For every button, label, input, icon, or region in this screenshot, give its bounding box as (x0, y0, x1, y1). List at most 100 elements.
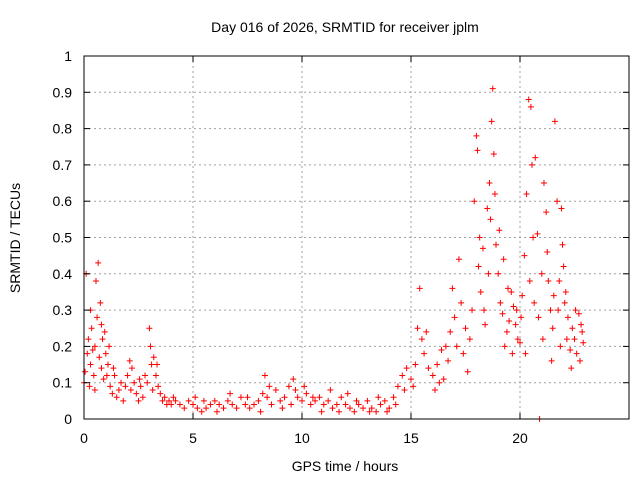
data-point (555, 307, 562, 314)
y-tick-label: 0.8 (53, 121, 73, 137)
data-point (531, 299, 538, 306)
data-point (98, 365, 105, 372)
data-point (384, 408, 391, 415)
y-tick-label: 0.3 (53, 302, 73, 318)
data-point (242, 401, 249, 408)
data-point (299, 397, 305, 404)
data-point (500, 256, 507, 263)
y-tick-labels: 0 0.1 0.2 0.3 0.4 0.5 0.6 0.7 0.8 0.9 1 (53, 48, 73, 427)
data-point (170, 394, 177, 401)
data-point (96, 354, 103, 361)
data-point (551, 118, 558, 125)
data-point (514, 336, 521, 343)
data-point (431, 386, 438, 393)
data-point (192, 394, 199, 401)
data-points (81, 85, 587, 422)
y-tick-label: 0.6 (53, 193, 73, 209)
data-point (264, 394, 271, 401)
y-tick-label: 0.5 (53, 230, 73, 246)
data-point (288, 401, 295, 408)
data-point (560, 263, 567, 270)
data-point (386, 405, 393, 412)
data-point (246, 405, 253, 412)
data-point (333, 401, 340, 408)
data-point (229, 401, 236, 408)
data-point (505, 285, 512, 292)
data-point (479, 245, 486, 252)
data-point (442, 343, 449, 350)
data-point (216, 401, 223, 408)
data-point (547, 307, 554, 314)
data-point (224, 397, 231, 404)
data-point (484, 205, 491, 212)
data-point (168, 401, 175, 408)
data-point (403, 365, 410, 372)
y-tick-label: 0.7 (53, 157, 73, 173)
data-point (176, 401, 183, 408)
data-point (449, 285, 456, 292)
data-point (390, 394, 397, 401)
data-point (491, 190, 498, 197)
data-point (375, 394, 382, 401)
data-point (481, 307, 488, 314)
data-point (573, 350, 580, 357)
data-point (301, 383, 308, 390)
data-point (159, 397, 166, 404)
data-point (482, 321, 489, 328)
data-point (104, 361, 111, 368)
data-point (513, 307, 520, 314)
data-point (440, 376, 447, 383)
data-point (122, 383, 129, 390)
data-point (394, 383, 401, 390)
data-point (451, 314, 458, 321)
data-point (190, 401, 196, 408)
data-point (94, 314, 101, 321)
data-point (154, 361, 161, 368)
data-point (110, 365, 117, 372)
data-point (510, 303, 517, 310)
data-point (97, 299, 104, 306)
data-point (261, 372, 268, 379)
data-point (139, 394, 146, 401)
data-point (127, 386, 134, 393)
data-point (512, 321, 519, 328)
data-point (522, 350, 529, 357)
data-point (527, 103, 534, 110)
data-point (220, 405, 227, 412)
data-point (434, 361, 441, 368)
data-point (161, 394, 168, 401)
x-tick-labels: 0 5 10 15 20 (80, 430, 528, 446)
x-tick-label: 15 (403, 430, 419, 446)
data-point (312, 397, 319, 404)
data-point (152, 372, 159, 379)
data-point (455, 256, 462, 263)
data-point (462, 325, 469, 332)
data-point (251, 401, 258, 408)
data-point (530, 234, 537, 241)
data-point (418, 336, 425, 343)
data-point (338, 394, 345, 401)
data-point (118, 379, 125, 386)
data-point (568, 365, 575, 372)
data-point (523, 190, 530, 197)
data-point (578, 321, 585, 328)
data-point (559, 241, 566, 248)
data-point (580, 339, 587, 346)
data-point (421, 350, 428, 357)
data-point (401, 386, 408, 393)
data-point (87, 361, 94, 368)
data-point (329, 405, 336, 412)
data-point (98, 321, 105, 328)
data-point (237, 394, 244, 401)
data-point (146, 325, 153, 332)
data-point (268, 401, 275, 408)
data-point (303, 390, 310, 397)
data-point (410, 383, 417, 390)
data-point (292, 386, 299, 393)
data-point (534, 230, 541, 237)
data-point (392, 401, 399, 408)
data-point (458, 299, 465, 306)
data-point (499, 310, 506, 317)
data-point (135, 397, 142, 404)
